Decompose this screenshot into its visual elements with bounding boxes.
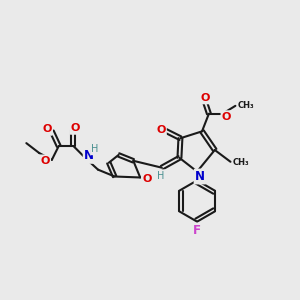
Text: CH₃: CH₃ [237, 101, 254, 110]
Text: N: N [84, 149, 94, 162]
Text: O: O [200, 93, 210, 103]
Text: H: H [91, 144, 99, 154]
Text: N: N [195, 170, 205, 183]
Text: O: O [71, 123, 80, 134]
Text: CH₃: CH₃ [232, 158, 249, 167]
Text: O: O [40, 156, 50, 166]
Text: O: O [142, 174, 152, 184]
Text: O: O [156, 125, 166, 135]
Text: F: F [193, 224, 201, 237]
Text: H: H [157, 170, 164, 181]
Text: O: O [222, 112, 231, 122]
Text: O: O [42, 124, 52, 134]
